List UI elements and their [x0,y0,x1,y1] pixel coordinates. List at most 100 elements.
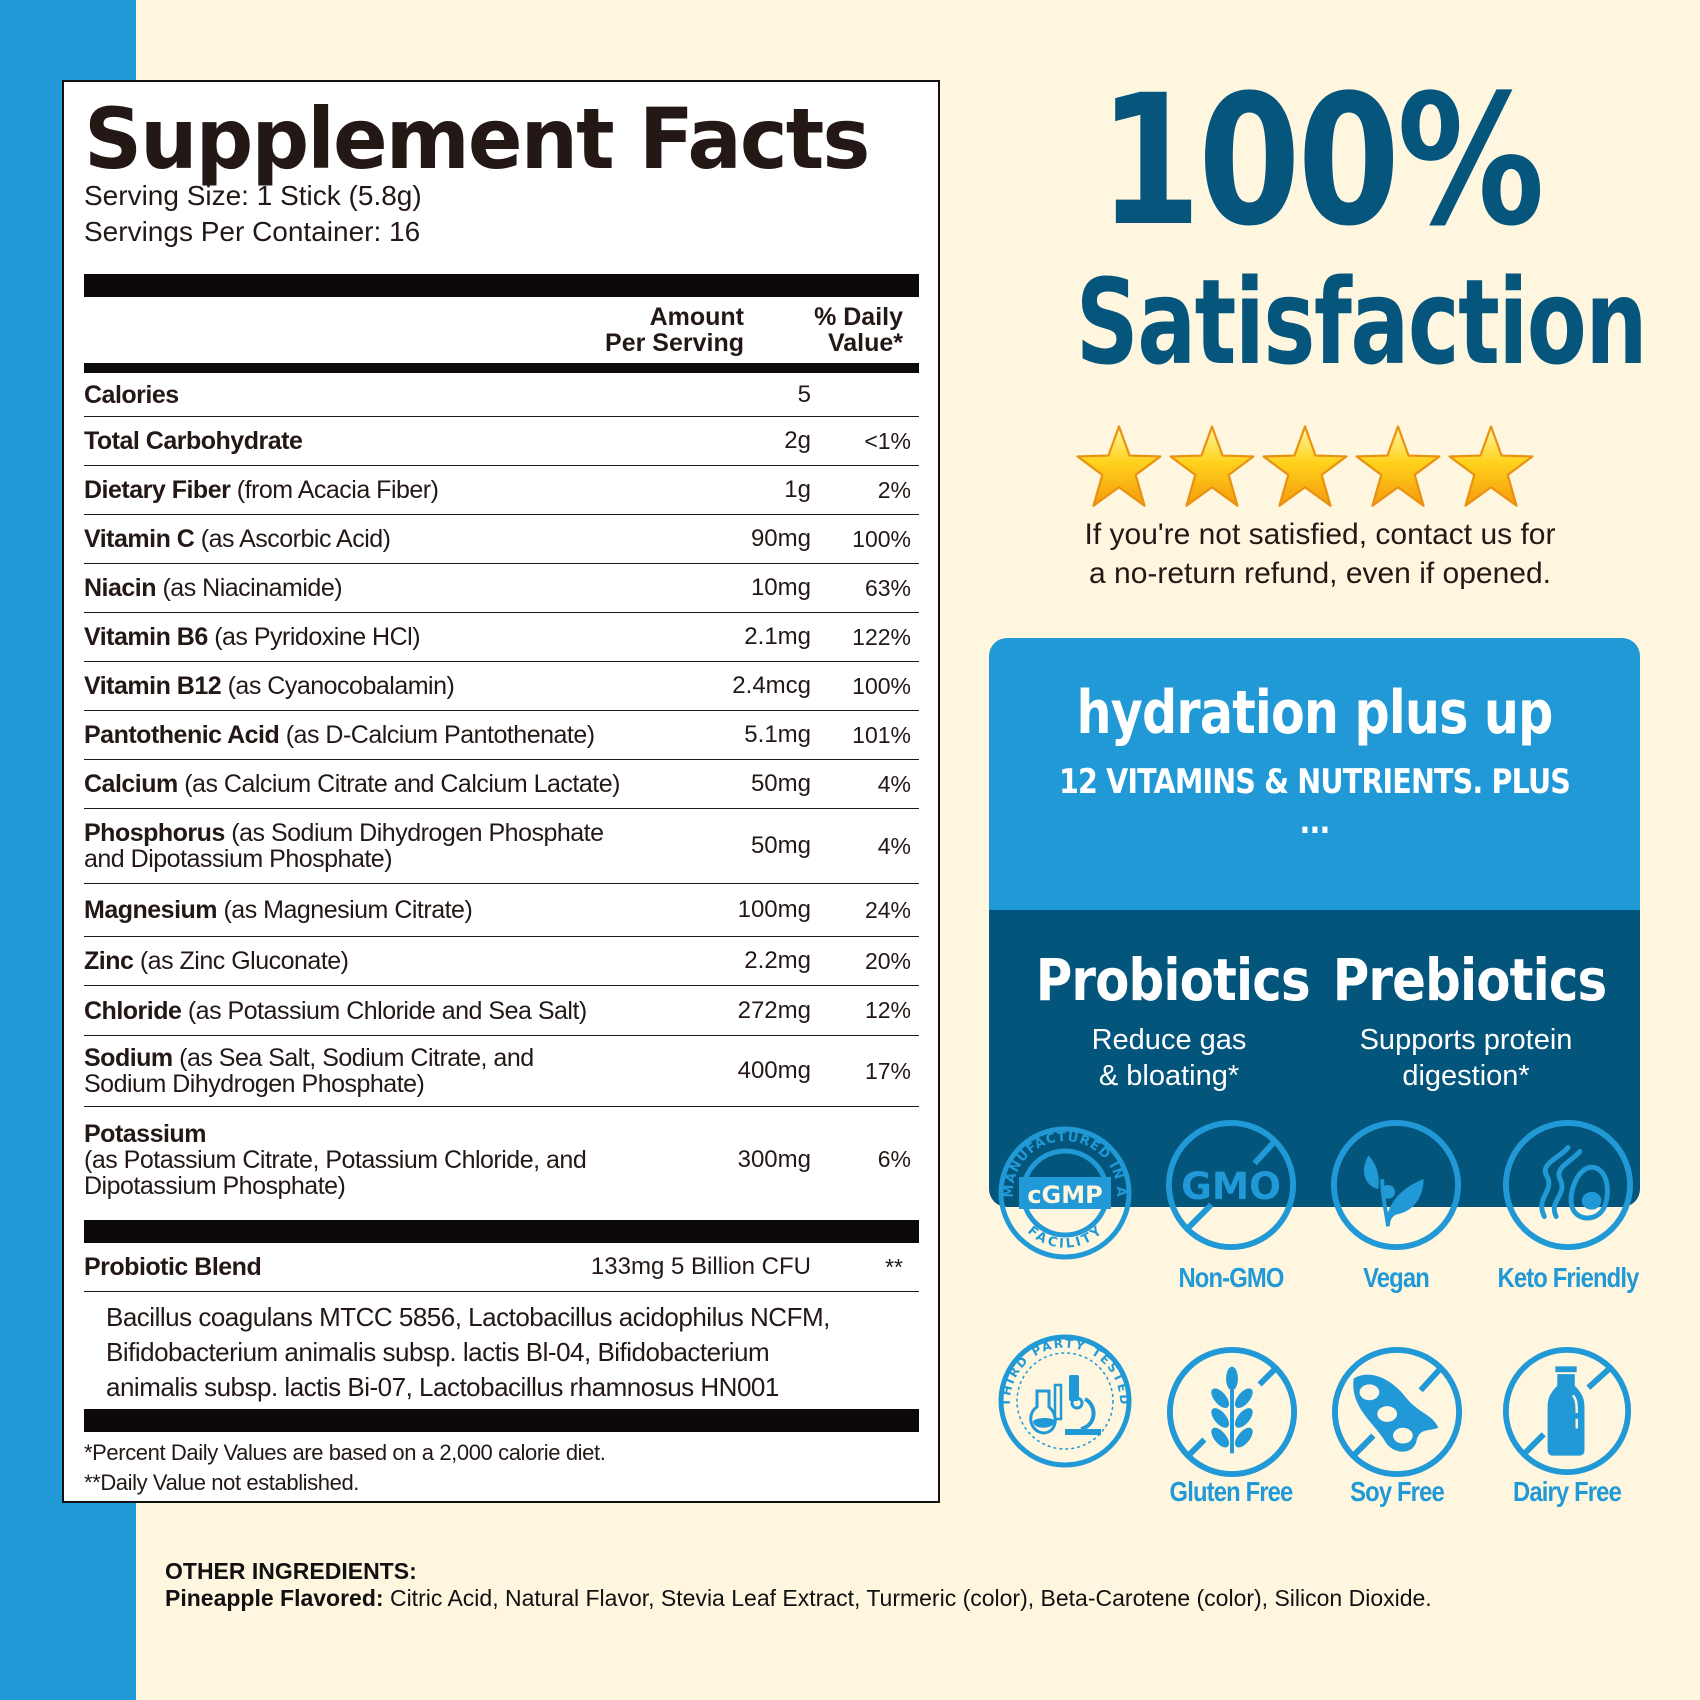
nutrient-amount: 2.2mg [744,947,811,974]
thick-divider [84,274,919,297]
prebiotics-column: Prebiotics Supports protein digestion* [1311,946,1621,1094]
nutrient-name: Total Carbohydrate [84,428,691,454]
probiotic-row: Probiotic Blend 133mg 5 Billion CFU ** [84,1243,919,1292]
nutrient-bold: Calcium [84,770,178,798]
nutrient-name: Dietary Fiber (from Acacia Fiber) [84,477,691,503]
table-row: Vitamin B12 (as Cyanocobalamin) 2.4mcg 1… [84,662,919,711]
thick-divider [84,1220,919,1243]
nutrient-detail: (as Potassium Chloride and Sea Salt) [187,996,587,1025]
nutrient-detail: (as Potassium Citrate, Potassium Chlorid… [84,1145,587,1200]
probiotic-strains: Bacillus coagulans MTCC 5856, Lactobacil… [106,1300,906,1405]
nutrient-bold: Zinc [84,947,134,975]
servings-per-container: Servings Per Container: 16 [84,216,421,247]
prebiotics-desc: digestion* [1402,1060,1530,1092]
nutrient-bold: Phosphorus [84,819,225,847]
panel-title: hydration plus up [1076,678,1554,748]
strains-line: animalis subsp. lactis Bi-07, Lactobacil… [106,1372,779,1402]
soy-free-label: Soy Free [1350,1476,1445,1507]
table-row: Niacin (as Niacinamide) 10mg 63% [84,564,919,613]
amount-header-line1: Amount [649,303,744,331]
nutrient-amount: 10mg [750,574,811,601]
nutrient-dv: 122% [852,623,911,650]
nutrient-dv: <1% [864,427,911,454]
nutrient-name: Calcium (as Calcium Citrate and Calcium … [84,771,691,797]
third-party-ring-text: THIRD PARTY TESTED [999,1336,1129,1406]
dairy-free-label: Dairy Free [1513,1476,1622,1507]
nutrient-name: Magnesium (as Magnesium Citrate) [84,897,691,923]
nutrient-dv: 2% [877,476,911,503]
probiotics-heading: Probiotics [1035,946,1311,1014]
table-row: Magnesium (as Magnesium Citrate) 100mg 2… [84,884,919,937]
gluten-free-wheat-icon [1166,1346,1298,1478]
panel-top: hydration plus up 12 VITAMINS & NUTRIENT… [989,638,1640,910]
svg-text:THIRD PARTY TESTED: THIRD PARTY TESTED [999,1336,1131,1406]
star-icon [1169,425,1255,507]
probiotic-dv: ** [885,1253,903,1280]
label-title: Supplement Facts [84,90,870,188]
nutrient-name: Niacin (as Niacinamide) [84,575,691,601]
footnote-not-established: **Daily Value not established. [84,1470,359,1495]
table-row: Calcium (as Calcium Citrate and Calcium … [84,760,919,809]
nutrient-detail: (as Sea Salt, Sodium Citrate, and Sodium… [84,1044,534,1098]
guarantee-line: a no-return refund, even if opened. [1089,557,1551,590]
nutrient-bold: Chloride [84,996,182,1025]
nutrient-name: Zinc (as Zinc Gluconate) [84,948,691,974]
table-row: Dietary Fiber (from Acacia Fiber) 1g 2% [84,466,919,515]
header-divider [84,363,919,373]
nutrient-detail: (from Acacia Fiber) [236,476,439,504]
strains-line: Bifidobacterium animalis subsp. lactis B… [106,1337,770,1367]
guarantee-line: If you're not satisfied, contact us for [1084,518,1556,551]
dv-header: % Daily Value* [744,304,911,356]
keto-friendly-label: Keto Friendly [1497,1262,1639,1293]
hydration-panel: hydration plus up 12 VITAMINS & NUTRIENT… [989,638,1640,1207]
guarantee-text: If you're not satisfied, contact us for … [1000,515,1640,593]
serving-size: Serving Size: 1 Stick (5.8g) [84,180,422,211]
supplement-facts-panel: Supplement Facts Serving Size: 1 Stick (… [62,80,940,1503]
nutrient-name: Chloride (as Potassium Chloride and Sea … [84,998,691,1024]
star-icon [1076,425,1162,507]
table-row: Vitamin B6 (as Pyridoxine HCl) 2.1mg 122… [84,613,919,662]
probiotics-desc: Reduce gas [1091,1024,1247,1056]
dv-header-line1: % Daily [814,303,903,331]
nutrient-name: Vitamin B12 (as Cyanocobalamin) [84,673,691,699]
non-gmo-icon: GMO [1165,1119,1297,1251]
table-row: Phosphorus (as Sodium Dihydrogen Phospha… [84,809,919,884]
nutrient-bold: Dietary Fiber [84,476,231,504]
nutrient-amount: 90mg [750,525,811,552]
nutrient-dv: 24% [864,896,911,923]
non-gmo-label: Non-GMO [1178,1262,1284,1293]
nutrient-bold: Pantothenic Acid [84,721,280,749]
nutrient-bold: Niacin [84,574,157,602]
prebiotics-desc: Supports protein [1359,1024,1573,1056]
nutrient-name: Calories [84,382,691,408]
nutrient-dv: 20% [864,947,911,974]
five-star-rating [1075,423,1535,511]
nutrient-detail: (as Zinc Gluconate) [139,947,349,975]
star-icon [1355,425,1441,507]
nutrient-amount: 2.4mcg [732,672,811,699]
nutrient-amount: 5 [797,380,811,408]
thick-divider [84,1409,919,1432]
nutrient-dv: 63% [864,574,911,601]
nutrient-name: Vitamin C (as Ascorbic Acid) [84,526,691,552]
star-icon [1262,425,1348,507]
probiotics-desc: & bloating* [1098,1060,1240,1092]
table-row: Calories 5 [84,373,919,417]
gluten-free-label: Gluten Free [1169,1476,1294,1507]
nutrient-bold: Calories [84,380,179,409]
nutrient-name: Pantothenic Acid (as D-Calcium Pantothen… [84,722,691,748]
nutrient-detail: (as Niacinamide) [162,574,343,602]
vegan-leaf-icon [1330,1119,1462,1251]
nutrient-amount: 400mg [737,1057,811,1084]
nutrient-dv: 12% [864,997,911,1023]
headline-satisfaction: Satisfaction [1075,253,1648,391]
other-ingredients-heading: OTHER INGREDIENTS: [165,1558,417,1584]
keto-avocado-icon [1502,1119,1634,1251]
nutrient-amount: 50mg [750,832,811,859]
nutrient-bold: Vitamin B6 [84,623,208,651]
probiotics-column: Probiotics Reduce gas & bloating* [1014,946,1324,1094]
panel-bottom: Probiotics Reduce gas & bloating* Prebio… [989,910,1640,1207]
nutrient-detail: (as Cyanocobalamin) [227,672,455,700]
table-row: Chloride (as Potassium Chloride and Sea … [84,986,919,1036]
nutrient-amount: 1g [784,476,811,503]
